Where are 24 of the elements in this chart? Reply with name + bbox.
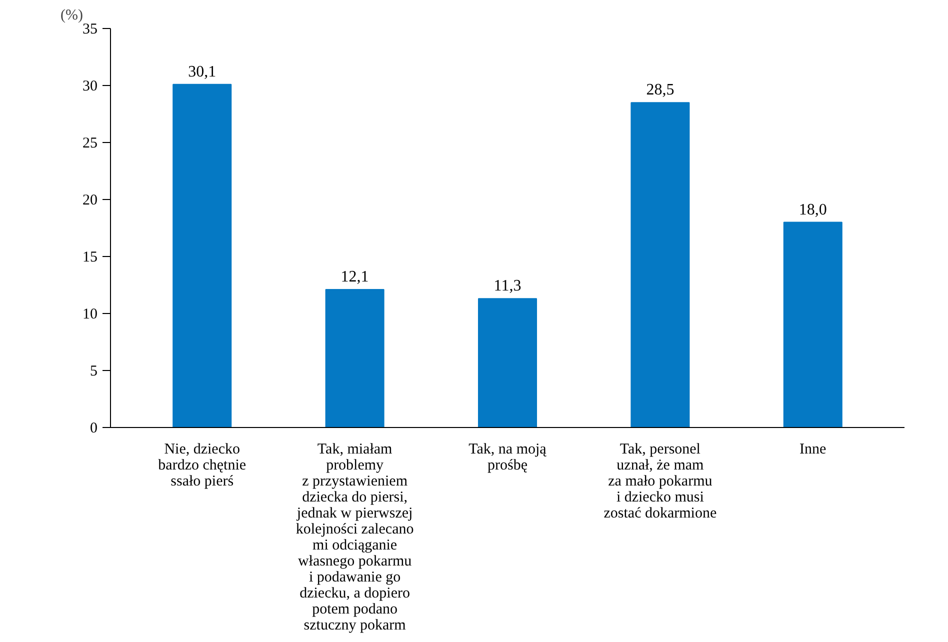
bar: [325, 289, 384, 428]
bar: [478, 298, 538, 428]
y-tick-label: 15: [82, 250, 98, 266]
y-tick-label: 30: [82, 78, 98, 94]
x-tick-label: Tak, personel uznał, że mam za mało pokarmu i dziecko musi zostać dokarmione: [604, 442, 717, 522]
y-tick-label: 20: [82, 192, 98, 208]
data-label: 28,5: [646, 82, 674, 99]
x-tick-label: Inne: [800, 442, 827, 458]
data-label: 30,1: [188, 63, 216, 80]
bar: [172, 84, 232, 428]
category-label: Tak, miałam problemy z przystawieniem dziecka do piersi, jednak w pierwszej kolejności zalecano mi odciąganie własnego pokarmu i podawanie go dziecku, a dopiero potem podano sztuczny pokarm: [296, 442, 414, 634]
y-tick-label: 35: [82, 22, 98, 38]
y-axis-title: (%): [60, 8, 83, 24]
bar: [630, 102, 690, 428]
y-tick-label: 0: [90, 420, 98, 436]
y-tick-label: 25: [82, 136, 98, 152]
y-tick-label: 10: [82, 306, 98, 322]
x-tick-label: Tak, na moją prośbę: [468, 442, 547, 474]
bar: [783, 222, 842, 428]
data-label: 18,0: [798, 201, 827, 218]
data-label: 11,3: [494, 278, 522, 295]
x-tick-label: Nie, dziecko bardzo chętnie ssało pierś: [158, 442, 246, 490]
data-label: 12,1: [340, 268, 369, 286]
y-tick-label: 5: [90, 364, 98, 380]
